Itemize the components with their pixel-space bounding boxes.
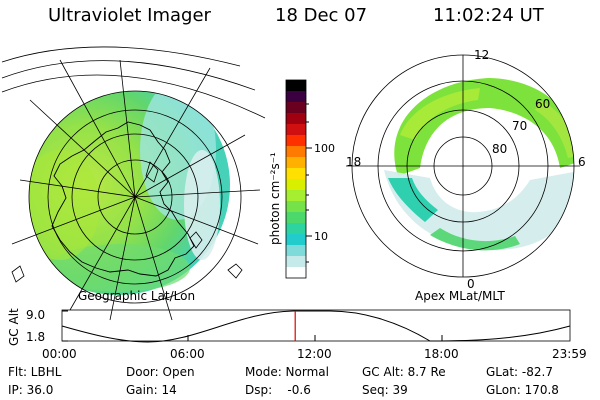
colorbar-stripe — [286, 80, 306, 92]
status-seq: Seq: 39 — [362, 383, 408, 397]
apex-grid — [346, 54, 580, 278]
status-dsp: Dsp: -0.6 — [245, 383, 311, 397]
colorbar-stripe — [286, 168, 306, 180]
alt-tick-1-8: 1.8 — [26, 330, 45, 344]
colorbar-stripe — [286, 256, 306, 268]
status-ip: IP: 36.0 — [8, 383, 54, 397]
colorbar-stripe — [286, 223, 306, 235]
apex-map: 12 18 6 0 60 70 80 Apex MLat/MLT — [346, 48, 586, 303]
colorbar-unit-label: photon cm⁻²s⁻¹ — [268, 152, 282, 245]
time-tick-0000: 00:00 — [42, 347, 77, 361]
status-gc-alt: GC Alt: 8.7 Re — [362, 365, 446, 379]
instrument-title: Ultraviolet Imager — [48, 5, 211, 26]
colorbar-stripe — [286, 91, 306, 103]
mlt-label-18: 18 — [346, 155, 361, 169]
colorbar-stripe — [286, 179, 306, 191]
time-tick-0600: 06:00 — [170, 347, 205, 361]
status-glat: GLat: -82.7 — [486, 365, 553, 379]
geographic-map: Geographic Lat/Lon — [1, 46, 266, 321]
geographic-grid — [11, 59, 261, 321]
status-gain: Gain: 14 — [126, 383, 177, 397]
alt-tick-9: 9.0 — [26, 308, 45, 322]
colorbar-tick-10: 10 — [314, 230, 328, 243]
time-tick-1800: 18:00 — [424, 347, 459, 361]
right-map-caption: Apex MLat/MLT — [415, 289, 505, 303]
mlat-label-70: 70 — [512, 119, 527, 133]
colorbar-stripe — [286, 234, 306, 246]
time-label: 11:02:24 UT — [433, 5, 544, 26]
colorbar-stripe — [286, 201, 306, 213]
colorbar-stripe — [286, 212, 306, 224]
mlt-label-12: 12 — [474, 48, 489, 62]
mlt-label-0: 0 — [467, 277, 475, 291]
status-flt: Flt: LBHL — [8, 365, 62, 379]
colorbar-stripe — [286, 157, 306, 169]
colorbar-stripe — [286, 267, 306, 279]
colorbar-tick-100: 100 — [314, 142, 335, 155]
date-label: 18 Dec 07 — [275, 5, 368, 26]
time-tick-1200: 12:00 — [297, 347, 332, 361]
colorbar-stripe — [286, 113, 306, 125]
altitude-strip: 9.0 1.8 GC Alt 00:00 06:00 12:00 18:00 2… — [7, 308, 587, 361]
alt-axis-label: GC Alt — [7, 308, 21, 346]
mlat-label-60: 60 — [535, 97, 550, 111]
colorbar: 100 10 photon cm⁻²s⁻¹ — [268, 79, 335, 279]
mlat-label-80: 80 — [492, 142, 507, 156]
colorbar-stripe — [286, 190, 306, 202]
altitude-curve — [61, 310, 571, 343]
status-door: Door: Open — [126, 365, 195, 379]
status-mode: Mode: Normal — [245, 365, 329, 379]
colorbar-stripe — [286, 135, 306, 147]
left-map-caption: Geographic Lat/Lon — [78, 289, 195, 303]
colorbar-stripe — [286, 124, 306, 136]
colorbar-stripe — [286, 146, 306, 158]
time-tick-2359: 23:59 — [552, 347, 587, 361]
colorbar-stripe — [286, 245, 306, 257]
mlt-label-6: 6 — [578, 155, 586, 169]
status-glon: GLon: 170.8 — [486, 383, 559, 397]
colorbar-stripe — [286, 102, 306, 114]
antarctica-coastline — [51, 121, 195, 277]
